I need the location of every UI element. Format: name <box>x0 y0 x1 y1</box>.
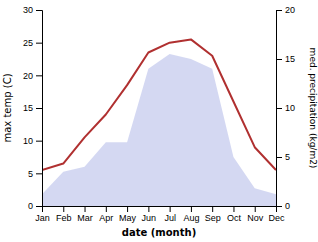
tick-mark <box>148 206 149 212</box>
tick: Jul <box>164 206 176 223</box>
tick-label: 20 <box>285 5 295 15</box>
line <box>42 39 276 170</box>
tick-mark <box>233 206 234 212</box>
tick-label: 0 <box>28 201 33 211</box>
tick: 10 <box>23 136 42 146</box>
area <box>42 54 276 206</box>
tick-label: Mar <box>77 213 93 223</box>
tick-mark <box>36 206 42 207</box>
tick-mark <box>106 206 107 212</box>
tick: Jun <box>142 206 157 223</box>
tick-mark <box>36 10 42 11</box>
tick-mark <box>191 206 192 212</box>
tick: Apr <box>99 206 113 223</box>
tick: 30 <box>23 5 42 15</box>
x-axis-title: date (month) <box>122 227 196 238</box>
tick-label: 20 <box>23 71 33 81</box>
tick-mark <box>127 206 128 212</box>
tick-label: 10 <box>285 103 295 113</box>
plot-area: JanFebMarAprMayJunJulAugSepOctNovDec0510… <box>23 5 295 223</box>
y-axis: 0 5 10 15 20 25 30 <box>23 5 43 211</box>
tick-label: Jan <box>35 213 50 223</box>
tick-label: Feb <box>56 213 72 223</box>
tick-label: 15 <box>23 103 33 113</box>
tick-label: Oct <box>227 213 242 223</box>
tick-mark <box>36 43 42 44</box>
tick: Feb <box>56 206 72 223</box>
tick-label: Jun <box>142 213 157 223</box>
tick-label: 5 <box>28 169 33 179</box>
tick-mark <box>36 75 42 76</box>
tick-label: Nov <box>247 213 264 223</box>
tick: 20 <box>23 71 42 81</box>
tick-label: 0 <box>285 201 290 211</box>
tick: 20 <box>276 5 295 15</box>
tick: 0 <box>276 201 290 211</box>
tick: May <box>119 206 137 223</box>
tick: 15 <box>276 54 295 64</box>
tick-mark <box>276 108 282 109</box>
tick: 15 <box>23 103 42 113</box>
tick: Jan <box>35 206 50 223</box>
tick-mark <box>276 59 282 60</box>
tick-label: Aug <box>183 213 199 223</box>
axis-line <box>43 207 277 213</box>
x-axis: Jan Feb Mar Apr May Jun Jul Aug Sep Oct Nov Dec <box>35 206 285 223</box>
tick-mark <box>255 206 256 212</box>
tick-mark <box>36 108 42 109</box>
tick-label: 10 <box>23 136 33 146</box>
tick: Nov <box>247 206 264 223</box>
tick: 10 <box>276 103 295 113</box>
tick: Aug <box>183 206 199 223</box>
tick-label: 25 <box>23 38 33 48</box>
tick-mark <box>36 173 42 174</box>
tick: 0 <box>28 201 42 211</box>
tick: Dec <box>268 206 285 223</box>
tick-mark <box>276 206 282 207</box>
tick-label: May <box>119 213 137 223</box>
y2-axis-title: med. precipitation (kg/m2) <box>308 48 318 169</box>
tick-label: Apr <box>99 213 113 223</box>
tick-mark <box>85 206 86 212</box>
tick-mark <box>63 206 64 212</box>
tick: Sep <box>205 206 221 223</box>
tick-mark <box>276 10 282 11</box>
tick-label: Sep <box>205 213 221 223</box>
tick-label: Jul <box>164 213 176 223</box>
axis-line <box>277 11 283 207</box>
tick-mark <box>276 157 282 158</box>
tick: 5 <box>276 152 290 162</box>
chart: JanFebMarAprMayJunJulAugSepOctNovDec0510… <box>0 0 318 242</box>
tick: Mar <box>77 206 93 223</box>
axis-line <box>36 11 43 207</box>
y-axis-title: max temp (C) <box>2 73 13 142</box>
tick-label: 15 <box>285 54 295 64</box>
tick-mark <box>212 206 213 212</box>
tick: 25 <box>23 38 42 48</box>
marks <box>42 39 276 206</box>
tick-label: Dec <box>268 213 285 223</box>
tick: 5 <box>28 169 42 179</box>
tick-label: 30 <box>23 5 33 15</box>
tick-mark <box>36 141 42 142</box>
tick: Oct <box>227 206 242 223</box>
tick-mark <box>170 206 171 212</box>
y2-axis: 0 5 10 15 20 <box>276 5 295 211</box>
tick-label: 5 <box>285 152 290 162</box>
